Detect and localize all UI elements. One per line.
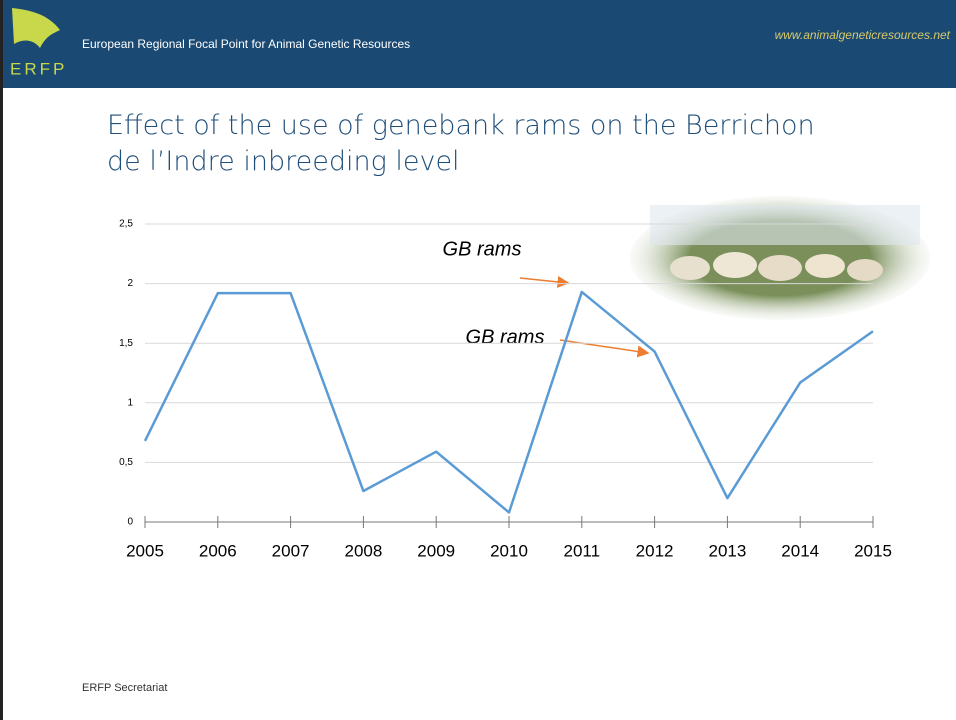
slide-border	[0, 0, 3, 720]
x-tick-label: 2008	[344, 541, 382, 560]
y-tick-label: 0,5	[119, 457, 133, 468]
x-tick-label: 2012	[636, 541, 674, 560]
annotation: GB rams	[466, 326, 545, 348]
x-tick-label: 2009	[417, 541, 455, 560]
logo-text: ERFP	[10, 59, 67, 78]
annotation-arrow	[560, 340, 648, 353]
y-tick-label: 2	[127, 278, 133, 289]
sheep-photo	[630, 196, 930, 320]
y-tick-label: 0	[127, 517, 133, 528]
slide-title: Effect of the use of genebank rams on th…	[107, 108, 817, 180]
y-tick-label: 2,5	[119, 219, 133, 230]
header-url: www.animalgeneticresources.net	[775, 28, 951, 42]
x-tick-label: 2015	[854, 541, 892, 560]
header-org: European Regional Focal Point for Animal…	[82, 37, 410, 51]
annotation: GB rams	[443, 238, 522, 260]
x-tick-label: 2005	[126, 541, 164, 560]
x-tick-label: 2006	[199, 541, 237, 560]
slide: ERFP European Regional Focal Point for A…	[0, 0, 956, 720]
x-tick-label: 2007	[272, 541, 310, 560]
x-tick-label: 2014	[781, 541, 819, 560]
data-line	[145, 292, 873, 513]
y-tick-label: 1,5	[119, 338, 133, 349]
annotation-arrow	[520, 278, 568, 283]
x-tick-label: 2010	[490, 541, 528, 560]
x-tick-label: 2011	[564, 541, 601, 560]
x-tick-label: 2013	[708, 541, 746, 560]
footer: ERFP Secretariat	[82, 682, 167, 694]
y-tick-label: 1	[127, 397, 133, 408]
